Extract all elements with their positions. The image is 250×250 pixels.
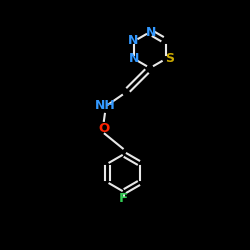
Text: N: N (146, 26, 156, 38)
Text: S: S (165, 52, 174, 66)
Text: N: N (129, 52, 140, 66)
Text: F: F (119, 192, 128, 205)
Text: NH: NH (94, 99, 116, 112)
Text: O: O (98, 122, 110, 134)
Text: N: N (128, 34, 138, 48)
